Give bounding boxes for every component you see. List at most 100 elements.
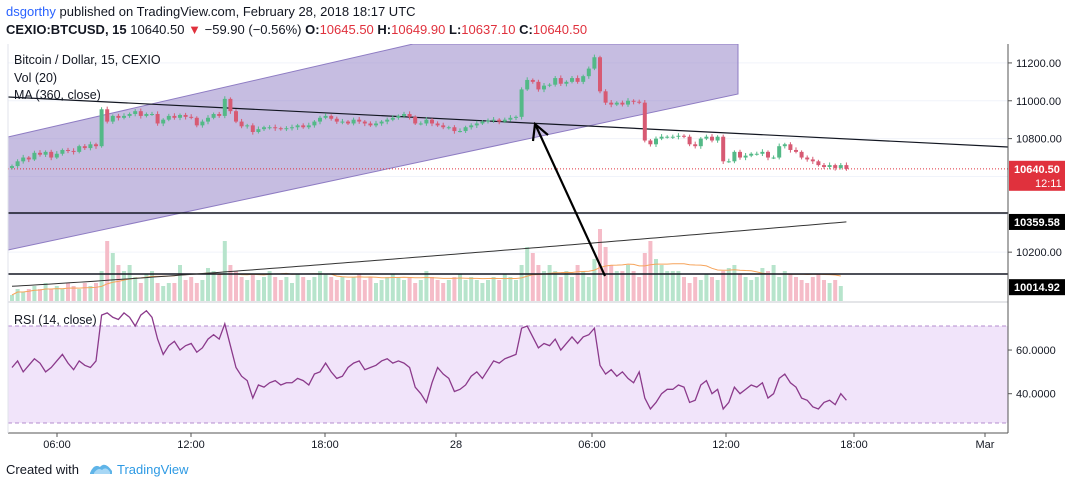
author-link[interactable]: dsgorthy <box>6 4 56 19</box>
volume-bar <box>368 277 373 301</box>
candle-body <box>586 68 591 77</box>
candle-body <box>94 144 98 147</box>
candle-body <box>502 119 507 122</box>
candle-body <box>239 121 244 127</box>
volume-bar <box>682 277 686 301</box>
volume-bar <box>710 277 714 301</box>
volume-bar <box>446 280 451 301</box>
volume-bar <box>693 277 698 301</box>
volume-bar <box>21 292 26 301</box>
chart-area[interactable]: 11200.00 11000.00 10800.00 10200.00 60.0000… <box>0 44 1074 452</box>
candle-body <box>458 131 462 133</box>
price-tick-label: 11200.00 <box>1016 58 1061 70</box>
volume-bar <box>217 274 222 301</box>
candle-body <box>654 138 658 145</box>
candle-body <box>665 136 670 138</box>
candle-body <box>777 146 782 158</box>
candle-body <box>799 151 804 158</box>
candle-body <box>155 114 160 124</box>
volume-bar <box>413 283 418 301</box>
volume-bar <box>94 283 98 301</box>
time-tick-label: 06:00 <box>578 439 606 451</box>
volume-bar <box>306 280 311 301</box>
volume-bar <box>172 283 177 301</box>
volume-ma-line <box>11 263 841 296</box>
candle-body <box>715 136 720 141</box>
ma-360-line <box>11 221 847 287</box>
candle-body <box>676 135 681 137</box>
candle-body <box>816 161 821 166</box>
volume-bar <box>273 277 278 301</box>
volume-bar <box>127 265 132 301</box>
volume-bar <box>290 283 294 301</box>
chart-title: Bitcoin / Dollar, 15, CEXIO <box>14 53 161 67</box>
candle-body <box>82 146 87 149</box>
trend-line[interactable] <box>7 96 1009 148</box>
candle-body <box>362 121 367 124</box>
candle-body <box>32 152 37 160</box>
price-tick-label: 10200.00 <box>1016 247 1062 259</box>
candle-body <box>334 118 339 122</box>
time-axis: 06:00 12:00 18:00 28 06:00 12:00 18:00 Mar <box>43 433 995 451</box>
candle-body <box>452 127 457 132</box>
volume-bar <box>631 271 636 301</box>
candle-body <box>592 57 597 69</box>
volume-bar <box>49 289 54 301</box>
volume-bar <box>222 241 227 301</box>
low-label: L: <box>449 22 462 37</box>
arrow-annotation[interactable] <box>535 125 606 277</box>
candle-body <box>833 165 838 168</box>
volume-bar <box>536 265 541 301</box>
candle-body <box>122 115 126 118</box>
high-label: H: <box>377 22 392 37</box>
volume-bar <box>60 289 65 301</box>
candle-body <box>430 119 434 124</box>
volume-bar <box>687 283 692 301</box>
candle-body <box>116 115 121 118</box>
rsi-line <box>11 309 847 411</box>
volume-bar <box>469 277 474 301</box>
candle-body <box>301 125 306 128</box>
candle-body <box>357 119 362 122</box>
candle-body <box>273 127 278 129</box>
volume-bar <box>743 277 748 301</box>
candle-body <box>637 101 642 103</box>
volume-bar <box>38 289 42 301</box>
volume-bar <box>200 280 205 301</box>
volume-bar <box>15 289 20 301</box>
created-with-label: Created with <box>6 462 79 477</box>
candle-body <box>788 144 793 150</box>
candle-body <box>687 136 692 145</box>
time-tick-label: Mar <box>976 439 995 451</box>
volume-bar <box>82 283 87 301</box>
volume-bars <box>10 229 843 301</box>
volume-bar <box>715 280 720 301</box>
volume-bar <box>486 280 490 301</box>
volume-bar <box>66 283 70 301</box>
candle-body <box>413 116 418 124</box>
candle-body <box>77 146 82 152</box>
tradingview-logo-icon[interactable] <box>88 459 114 477</box>
candle-body <box>547 84 552 86</box>
candle-body <box>295 125 300 128</box>
candle-body <box>732 151 737 162</box>
price-tick-label: 11000.00 <box>1016 96 1061 108</box>
candle-body <box>418 123 423 125</box>
candle-body <box>519 89 524 117</box>
candle-body <box>374 123 378 126</box>
candle-body <box>760 151 765 154</box>
candle-body <box>10 166 14 168</box>
volume-bar <box>362 280 367 301</box>
candle-body <box>351 119 356 124</box>
candle-body <box>60 149 65 154</box>
price-tag-label: 10640.50 <box>1014 164 1060 176</box>
tradingview-brand-link[interactable]: TradingView <box>117 462 189 477</box>
volume-bar <box>234 271 238 301</box>
ohlc-line: CEXIO:BTCUSD, 15 10640.50 ▼ −59.90 (−0.5… <box>6 22 587 37</box>
open-label: O: <box>305 22 320 37</box>
candle-body <box>838 165 843 168</box>
candle-body <box>99 109 104 147</box>
volume-bar <box>206 268 210 301</box>
time-tick-label: 18:00 <box>311 439 339 451</box>
candle-body <box>256 129 261 132</box>
